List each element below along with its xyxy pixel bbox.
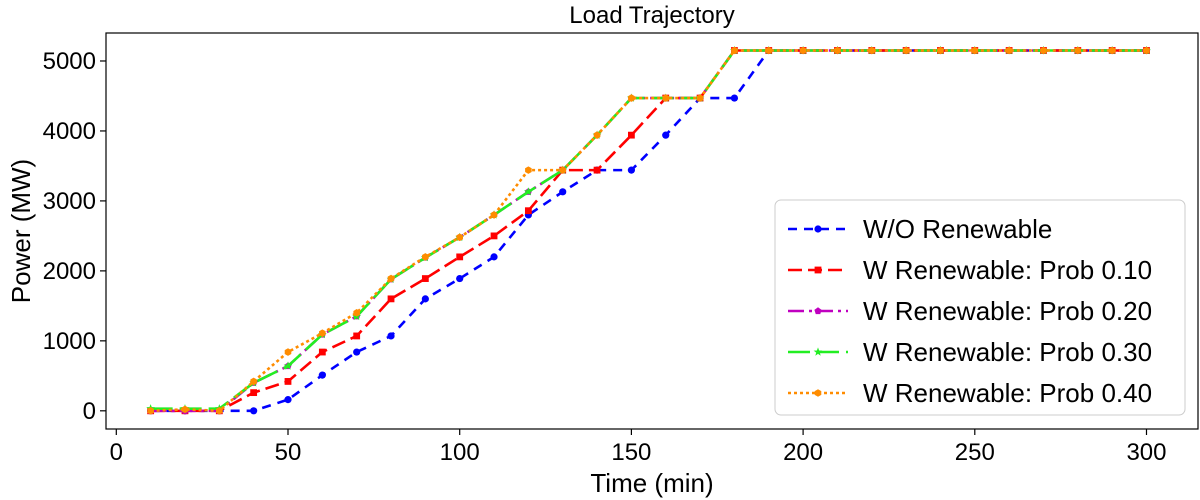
data-point <box>318 348 326 356</box>
data-point <box>421 295 429 303</box>
data-point <box>250 407 258 415</box>
data-point <box>456 233 463 242</box>
data-point <box>387 332 395 340</box>
x-tick-label: 100 <box>440 439 480 466</box>
data-point <box>799 46 807 55</box>
legend-marker <box>814 389 822 397</box>
data-point <box>284 378 292 385</box>
data-point <box>353 309 360 317</box>
legend-label: W Renewable: Prob 0.40 <box>863 378 1152 408</box>
data-point <box>1040 46 1047 55</box>
data-point <box>730 94 739 102</box>
data-point <box>318 371 326 379</box>
data-point <box>593 166 601 174</box>
data-point <box>422 253 429 261</box>
y-axis: 0 1000 2000 3000 4000 5000 <box>43 48 106 425</box>
legend-item: W Renewable: Prob 0.40 <box>788 378 1152 408</box>
data-point <box>559 188 567 196</box>
data-point <box>1143 46 1150 55</box>
legend-item: W Renewable: Prob 0.20 <box>788 296 1152 326</box>
data-point <box>628 94 635 102</box>
data-point <box>627 131 635 139</box>
data-point <box>319 329 326 337</box>
data-point <box>696 94 704 102</box>
data-point <box>490 211 498 219</box>
data-point <box>284 348 292 356</box>
data-point <box>284 396 292 404</box>
x-tick-label: 200 <box>783 439 823 466</box>
data-point <box>627 166 635 174</box>
legend-box <box>774 199 1186 416</box>
legend-marker <box>814 307 822 315</box>
legend-item: W/O Renewable <box>788 214 1052 244</box>
data-point <box>662 131 670 139</box>
x-tick-label: 150 <box>611 439 651 466</box>
y-tick-label: 5000 <box>43 48 96 75</box>
x-tick-label: 250 <box>955 439 995 466</box>
data-point <box>181 405 189 414</box>
data-point <box>456 274 464 283</box>
chart-title: Load Trajectory <box>569 2 734 29</box>
y-tick-label: 3000 <box>43 188 96 215</box>
legend-label: W/O Renewable <box>863 214 1052 244</box>
data-point <box>937 46 944 55</box>
x-axis-label: Time (min) <box>590 468 713 498</box>
legend-label: W Renewable: Prob 0.10 <box>863 255 1152 285</box>
data-point <box>1108 46 1116 55</box>
data-point <box>283 361 293 370</box>
data-point <box>490 232 498 240</box>
legend-label: W Renewable: Prob 0.30 <box>863 337 1152 367</box>
x-axis: 0 50 100 150 200 250 300 <box>110 429 1167 466</box>
data-point <box>490 253 498 261</box>
y-tick-label: 2000 <box>43 258 96 285</box>
data-point <box>559 166 567 174</box>
plot-area <box>105 32 1199 430</box>
legend-item: W Renewable: Prob 0.10 <box>788 255 1152 285</box>
x-tick-label: 300 <box>1126 439 1166 466</box>
data-point <box>524 207 532 215</box>
data-point <box>353 332 361 340</box>
series-5 <box>147 46 1150 415</box>
data-point <box>524 187 533 196</box>
data-point <box>593 131 601 139</box>
data-point <box>834 46 841 55</box>
series-line <box>150 49 1147 411</box>
data-point <box>421 275 429 282</box>
data-point <box>216 407 223 415</box>
legend-marker <box>814 266 822 274</box>
data-point <box>250 377 257 386</box>
data-point <box>1005 46 1013 55</box>
y-tick-label: 0 <box>83 398 96 425</box>
data-point <box>353 348 361 356</box>
legend-marker <box>814 225 822 233</box>
series-layer <box>146 45 1151 415</box>
data-point <box>765 46 773 55</box>
data-point <box>1074 46 1082 55</box>
data-point <box>731 46 738 55</box>
legend: W/O Renewable W Renewable: Prob 0.10 W Ren… <box>774 199 1186 416</box>
data-point <box>902 46 910 55</box>
data-point <box>147 407 154 415</box>
data-point <box>456 253 464 261</box>
data-point <box>387 295 395 303</box>
x-tick-label: 50 <box>275 439 302 466</box>
y-axis-label: Power (MW) <box>6 159 36 303</box>
legend-item: W Renewable: Prob 0.30 <box>788 337 1152 367</box>
data-point <box>525 166 532 174</box>
data-point <box>250 389 258 397</box>
data-point <box>662 94 670 102</box>
legend-label: W Renewable: Prob 0.20 <box>863 296 1152 326</box>
y-tick-label: 4000 <box>43 118 96 145</box>
data-point <box>387 274 395 283</box>
x-tick-label: 0 <box>110 439 123 466</box>
plot-frame <box>105 32 1199 430</box>
y-tick-label: 1000 <box>43 328 96 355</box>
data-point <box>971 46 979 55</box>
legend-marker <box>813 347 823 356</box>
data-point <box>868 46 876 55</box>
